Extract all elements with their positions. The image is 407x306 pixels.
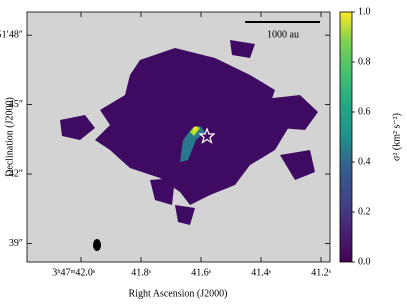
x-tick-label: 41.6ˢ bbox=[191, 267, 211, 278]
colorbar-tick-label: 0.8 bbox=[358, 56, 371, 67]
y-tick-label: 32°51′48″ bbox=[0, 29, 23, 40]
colorbar-tick-label: 1.0 bbox=[358, 6, 371, 17]
x-tick-label: 41.8ˢ bbox=[131, 267, 151, 278]
x-tick-label: 41.2ˢ bbox=[311, 267, 331, 278]
colorbar-tick-label: 0.2 bbox=[358, 206, 371, 217]
emission-map bbox=[60, 40, 318, 225]
y-tick-label: 39″ bbox=[9, 238, 23, 249]
y-tick-label: 42″ bbox=[9, 168, 23, 179]
y-tick-label: 45″ bbox=[9, 99, 23, 110]
colorbar-tick-label: 0.0 bbox=[358, 256, 371, 267]
beam bbox=[93, 239, 101, 251]
colorbar-tick-label: 0.4 bbox=[358, 156, 371, 167]
y-axis-label: Declination (J2000) bbox=[4, 97, 15, 177]
colorbar bbox=[339, 11, 353, 263]
source-star bbox=[198, 127, 216, 144]
x-tick-label: 3ʰ47ᵐ42.0ˢ bbox=[52, 267, 95, 278]
peak-spot bbox=[192, 126, 198, 132]
axes-frame bbox=[26, 11, 331, 263]
colorbar-label: σ² (km² s⁻²) bbox=[391, 113, 402, 161]
x-tick-label: 41.4ˢ bbox=[251, 267, 271, 278]
colorbar-tick-label: 0.6 bbox=[358, 106, 371, 117]
central-feature bbox=[180, 126, 205, 162]
scale-bar-label: 1000 au bbox=[267, 29, 299, 40]
x-axis-label: Right Ascension (J2000) bbox=[129, 288, 228, 299]
